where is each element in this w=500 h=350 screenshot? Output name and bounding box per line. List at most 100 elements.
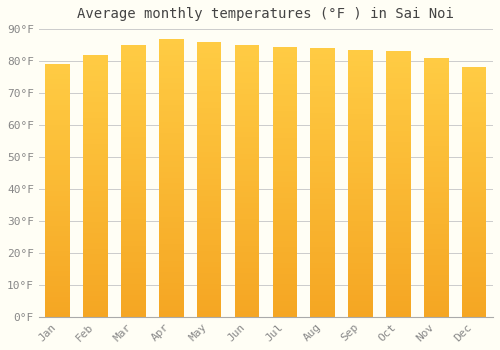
Bar [272, 274, 297, 279]
Bar [159, 128, 184, 133]
Bar [121, 186, 146, 192]
Bar [159, 55, 184, 61]
Bar [348, 258, 373, 264]
Bar [462, 282, 486, 287]
Bar [424, 291, 448, 296]
Bar [234, 67, 260, 72]
Bar [272, 306, 297, 312]
Bar [310, 166, 335, 172]
Bar [272, 198, 297, 203]
Bar [310, 225, 335, 231]
Bar [310, 215, 335, 220]
Bar [272, 84, 297, 90]
Bar [272, 219, 297, 225]
Bar [386, 237, 410, 243]
Bar [46, 64, 70, 69]
Bar [424, 182, 448, 187]
Bar [121, 295, 146, 301]
Bar [348, 210, 373, 215]
Bar [197, 113, 222, 119]
Bar [46, 145, 70, 150]
Bar [272, 230, 297, 236]
Bar [272, 268, 297, 274]
Bar [272, 155, 297, 160]
Bar [272, 68, 297, 74]
Bar [159, 117, 184, 122]
Bar [272, 47, 297, 52]
Bar [84, 233, 108, 238]
Bar [310, 97, 335, 102]
Bar [386, 152, 410, 158]
Bar [84, 212, 108, 217]
Bar [386, 253, 410, 258]
Bar [121, 262, 146, 268]
Bar [84, 133, 108, 139]
Bar [234, 214, 260, 219]
Bar [234, 83, 260, 89]
Bar [348, 146, 373, 151]
Bar [197, 86, 222, 91]
Bar [159, 150, 184, 155]
Bar [386, 290, 410, 295]
Bar [424, 104, 448, 110]
Bar [84, 228, 108, 233]
Bar [424, 281, 448, 286]
Bar [121, 290, 146, 295]
Bar [310, 236, 335, 242]
Bar [234, 148, 260, 154]
Bar [462, 107, 486, 112]
Bar [159, 100, 184, 105]
Bar [386, 158, 410, 163]
Bar [272, 139, 297, 144]
Bar [84, 264, 108, 270]
Bar [348, 231, 373, 237]
Bar [46, 307, 70, 312]
Bar [462, 302, 486, 307]
Bar [310, 204, 335, 209]
Bar [197, 64, 222, 69]
Bar [159, 267, 184, 272]
Bar [348, 306, 373, 312]
Bar [424, 224, 448, 229]
Bar [159, 250, 184, 255]
Bar [462, 167, 486, 172]
Bar [197, 284, 222, 289]
Bar [462, 112, 486, 117]
Bar [310, 274, 335, 279]
Bar [46, 115, 70, 120]
Bar [386, 51, 410, 57]
Bar [234, 230, 260, 235]
Bar [272, 176, 297, 182]
Bar [197, 218, 222, 223]
Bar [462, 162, 486, 167]
Bar [386, 295, 410, 301]
Bar [197, 146, 222, 152]
Bar [462, 127, 486, 132]
Bar [84, 160, 108, 165]
Bar [121, 148, 146, 154]
Bar [84, 270, 108, 275]
Bar [272, 279, 297, 285]
Bar [84, 312, 108, 317]
Bar [121, 110, 146, 116]
Bar [46, 261, 70, 266]
Bar [272, 117, 297, 122]
Bar [462, 222, 486, 227]
Bar [310, 86, 335, 91]
Bar [348, 98, 373, 103]
Bar [462, 88, 486, 92]
Bar [159, 217, 184, 222]
Bar [197, 53, 222, 58]
Bar [234, 224, 260, 230]
Bar [310, 140, 335, 145]
Bar [424, 244, 448, 250]
Bar [424, 234, 448, 239]
Bar [462, 122, 486, 127]
Bar [272, 214, 297, 219]
Bar [234, 235, 260, 241]
Bar [348, 183, 373, 189]
Bar [424, 203, 448, 208]
Bar [424, 250, 448, 255]
Bar [46, 211, 70, 216]
Bar [197, 185, 222, 190]
